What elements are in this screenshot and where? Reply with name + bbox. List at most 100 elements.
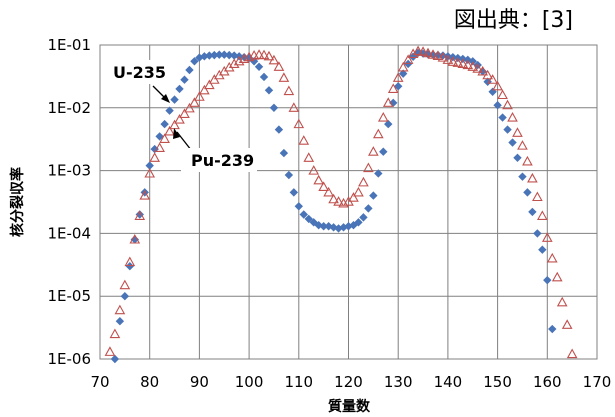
annotations: U-235 Pu-239 — [109, 60, 257, 172]
pu239-point — [387, 83, 399, 93]
u235-arrow-head — [161, 94, 170, 103]
u235-point — [299, 210, 308, 219]
u235-point — [369, 191, 378, 200]
y-tick-label: 1E-03 — [47, 162, 91, 180]
pu239-point — [492, 80, 503, 91]
pu239-point — [303, 152, 315, 162]
pu239-point — [109, 328, 121, 339]
y-tick-label: 1E-04 — [47, 224, 91, 242]
u235-point — [523, 188, 532, 197]
u235-point — [190, 57, 199, 66]
pu239-point — [129, 233, 141, 244]
u235-point — [264, 86, 274, 95]
pu239-point — [397, 61, 409, 72]
pu239-point — [258, 49, 270, 60]
pu239-point — [273, 61, 285, 71]
y-axis-ticks: 1E-06 1E-05 1E-04 1E-03 1E-02 1E-01 — [47, 36, 91, 368]
pu239-point — [497, 89, 508, 100]
x-axis-title: 質量数 — [328, 398, 371, 415]
pu239-point — [561, 319, 573, 329]
u235-point — [185, 65, 194, 75]
y-tick-label: 1E-01 — [47, 36, 91, 54]
pu239-point — [472, 63, 484, 73]
u235-point — [408, 52, 418, 61]
pu239-point — [417, 46, 429, 56]
x-axis-ticks: 70 80 90 100 110 120 130 140 150 160 170 — [90, 373, 611, 391]
pu239-point — [427, 49, 439, 59]
pu239-point — [114, 304, 126, 315]
pu239-point — [402, 54, 414, 64]
pu239-point — [512, 127, 523, 137]
pu239-point — [164, 125, 175, 136]
x-tick-label: 120 — [334, 373, 363, 391]
u235-point — [364, 204, 373, 213]
x-tick-label: 150 — [483, 373, 512, 391]
pu239-point — [462, 59, 474, 70]
x-tick-label: 170 — [583, 373, 612, 391]
u235-point — [215, 50, 224, 59]
pu239-point — [104, 346, 116, 356]
u235-point — [528, 207, 537, 217]
pu239-point — [194, 91, 205, 101]
pu239-point — [159, 133, 170, 143]
pu239-point — [144, 167, 156, 178]
u235-point — [225, 50, 234, 60]
u235-point — [279, 148, 289, 158]
x-tick-label: 160 — [533, 373, 562, 391]
series-u235 — [110, 48, 557, 364]
x-tick-label: 80 — [140, 373, 159, 391]
pu239-point — [199, 84, 210, 95]
pu239-point — [452, 57, 464, 67]
y-axis-title: 核分裂収率 — [9, 167, 26, 237]
pu239-point — [422, 47, 434, 58]
u235-point — [379, 147, 388, 156]
u235-point — [110, 354, 120, 364]
u235-point — [289, 188, 299, 197]
pu239-point — [457, 58, 469, 68]
pu239-point — [348, 192, 359, 202]
x-tick-label: 130 — [384, 373, 413, 391]
u235-point — [498, 113, 507, 122]
u235-point — [344, 222, 353, 231]
u235-label: U-235 — [113, 63, 166, 82]
u235-point — [394, 82, 403, 91]
x-tick-label: 100 — [235, 373, 264, 391]
u235-point — [354, 218, 363, 227]
pu239-point — [482, 69, 493, 80]
pu239-point — [154, 142, 165, 152]
u235-point — [503, 125, 512, 134]
pu239-arrow-head — [173, 128, 180, 139]
u235-point — [384, 119, 393, 129]
pu239-point — [233, 55, 245, 66]
pu239-point — [283, 85, 295, 96]
pu239-point — [546, 252, 558, 263]
pu239-point — [124, 256, 136, 267]
u235-point — [130, 235, 139, 244]
pu239-point — [556, 296, 568, 307]
pu239-point — [541, 232, 553, 242]
u235-point — [548, 324, 557, 334]
u235-point — [195, 53, 204, 62]
u235-point — [140, 188, 149, 197]
u235-point — [359, 213, 368, 222]
u235-point — [125, 262, 135, 271]
plot-area-border — [99, 44, 598, 360]
x-tick-label: 140 — [434, 373, 463, 391]
u235-point — [145, 161, 154, 170]
pu239-point — [467, 61, 479, 71]
u235-point — [513, 153, 522, 162]
u235-point — [155, 132, 164, 141]
u235-point — [269, 103, 279, 112]
pu239-point — [328, 193, 339, 204]
pu239-point — [502, 99, 513, 110]
x-tick-label: 110 — [284, 373, 313, 391]
pu239-point — [527, 172, 538, 183]
u235-point — [324, 222, 333, 231]
pu239-point — [532, 191, 543, 202]
u235-point — [543, 275, 552, 285]
pu239-point — [119, 279, 131, 290]
pu239-point — [358, 176, 369, 187]
u235-point — [220, 50, 229, 59]
x-tick-label: 90 — [190, 373, 209, 391]
u235-point — [180, 75, 189, 84]
